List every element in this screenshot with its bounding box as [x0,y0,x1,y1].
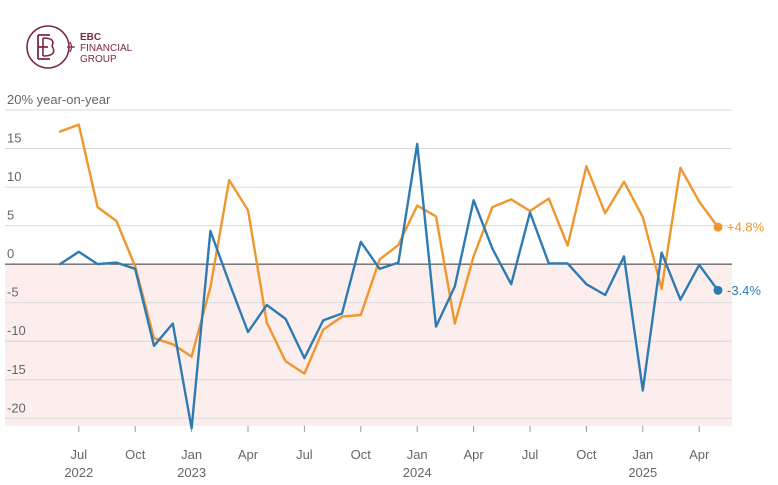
x-axis-ticks: Jul 2022 Oct Jan 2023 Apr Jul Oct Jan 2024 Apr Jul O… [64,426,710,480]
x-tick-label: Apr [689,447,710,462]
x-tick-label: Apr [238,447,259,462]
x-tick-label: Jan [632,447,653,462]
ebc-logo-mark-icon [26,25,75,69]
logo-wordmark: EBC FINANCIAL GROUP [80,32,132,65]
x-tick-year-label: 2023 [177,465,206,480]
series: +4.8% -3.4% [58,123,765,430]
y-axis-ticks: 15 10 5 0 -5 -10 -15 -20 [7,131,26,416]
x-tick-label: Jan [181,447,202,462]
series-line-1 [58,142,720,430]
ebc-logo [22,22,182,72]
y-top-label: 20% year-on-year [7,92,111,107]
x-tick-label: Oct [351,447,372,462]
logo-line-2: FINANCIAL [80,43,133,54]
x-tick-year-label: 2022 [64,465,93,480]
logo-line-3: GROUP [80,54,117,65]
y-tick-label: 5 [7,208,14,223]
x-tick-label: Jul [522,447,539,462]
y-tick-label: -15 [7,362,26,377]
x-tick-label: Jul [70,447,87,462]
y-tick-label: 15 [7,131,21,146]
series-end-point-0 [713,222,723,232]
x-tick-label: Jan [407,447,428,462]
x-tick-label: Apr [463,447,484,462]
series-line-0 [58,123,720,375]
y-tick-label: -10 [7,323,26,338]
series-end-label-1: -3.4% [727,283,761,298]
logo-line-1: EBC [80,32,102,43]
y-tick-label: -20 [7,400,26,415]
y-tick-label: 0 [7,246,14,261]
x-tick-label: Jul [296,447,313,462]
series-end-label-0: +4.8% [727,220,765,235]
x-tick-label: Oct [576,447,597,462]
gridlines [5,109,732,419]
series-end-point-1 [713,285,723,295]
x-tick-label: Oct [125,447,146,462]
y-tick-label: -5 [7,285,19,300]
y-tick-label: 10 [7,169,21,184]
negative-band [5,264,732,426]
x-tick-year-label: 2024 [403,465,432,480]
x-tick-year-label: 2025 [628,465,657,480]
